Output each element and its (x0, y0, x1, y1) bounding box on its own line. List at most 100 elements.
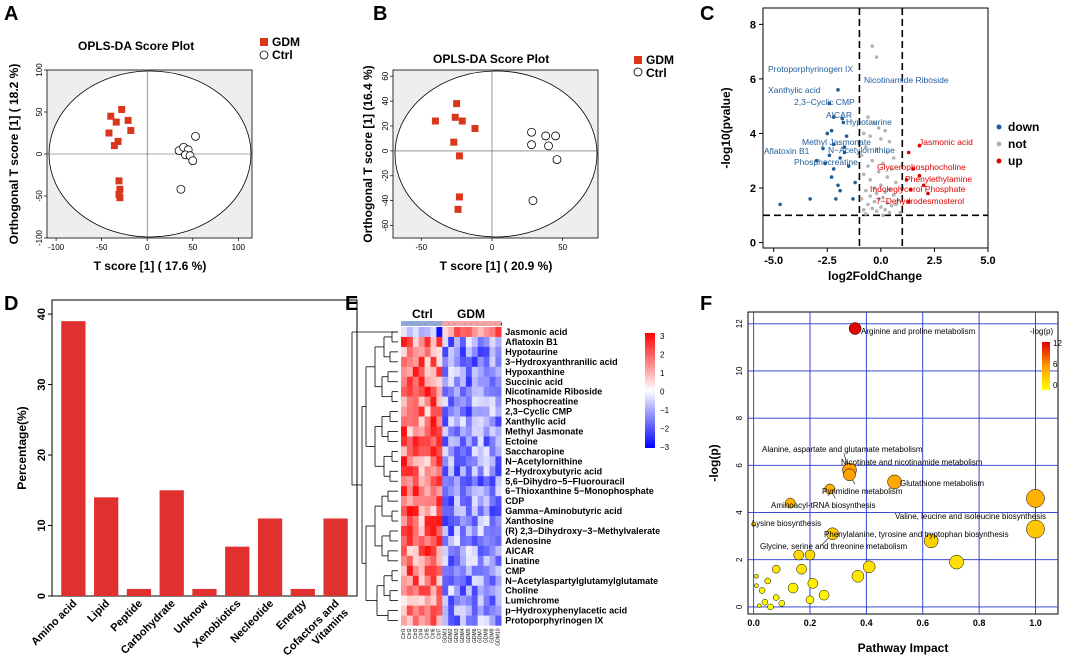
heatmap-cell (477, 516, 484, 527)
heatmap-cell (489, 446, 496, 457)
heatmap-cell (442, 396, 449, 407)
heatmap-cell (448, 605, 455, 616)
heatmap-cell (430, 506, 437, 517)
pathway-bubble (754, 574, 759, 579)
heatmap-cell (406, 555, 413, 566)
heatmap-column-label: Ctrl2 (407, 628, 413, 639)
heatmap-cell (460, 336, 467, 348)
y-tick-label: 60 (381, 71, 390, 80)
gdm-sample-point (124, 116, 132, 124)
heatmap-cell (454, 376, 461, 387)
heatmap-cell (460, 595, 467, 606)
heatmap-cell (448, 396, 455, 407)
not-metabolite-point (861, 131, 866, 136)
heatmap-column-label: GDM6 (472, 628, 478, 643)
panel-c-legend-up: up (1008, 154, 1023, 168)
heatmap-cell (436, 575, 443, 586)
heatmap-cell (436, 456, 443, 467)
heatmap-cell (448, 356, 455, 367)
heatmap-cell (436, 406, 443, 417)
heatmap-cell (442, 476, 449, 487)
heatmap-row-label: Jasmonic acid (505, 327, 567, 337)
down-metabolite-point (821, 146, 825, 151)
heatmap-cell (442, 595, 449, 606)
heatmap-cell (412, 526, 419, 537)
heatmap-cell (401, 426, 408, 437)
not-metabolite-point (891, 193, 896, 197)
heatmap-cell (448, 585, 455, 596)
heatmap-cell (442, 516, 449, 527)
heatmap-cell (401, 376, 408, 387)
y-tick-label: 4 (750, 128, 757, 140)
heatmap-cell (465, 595, 472, 606)
heatmap-cell (460, 526, 467, 537)
heatmap-cell (436, 327, 443, 338)
heatmap-cell (448, 386, 455, 397)
heatmap-cell (401, 366, 408, 377)
heatmap-cell (424, 555, 431, 566)
heatmap-cell (471, 615, 478, 626)
heatmap-cell (465, 565, 472, 576)
gdm-sample-point (450, 138, 458, 146)
not-metabolite-point (879, 183, 883, 188)
group-annotation-cell (465, 321, 472, 326)
heatmap-cell (436, 356, 443, 367)
heatmap-cell (448, 496, 455, 507)
heatmap-cell (406, 356, 413, 367)
heatmap-cell (495, 526, 502, 537)
heatmap-cell (401, 575, 408, 586)
heatmap-cell (418, 565, 425, 576)
heatmap-cell (418, 555, 425, 566)
heatmap-cell (495, 506, 502, 517)
heatmap-cell (495, 476, 502, 487)
heatmap-cell (424, 406, 431, 417)
heatmap-cell (406, 565, 413, 576)
heatmap-cell (430, 426, 437, 437)
heatmap-cell (460, 476, 467, 487)
panel-f-points (751, 322, 1045, 611)
y-tick-label: 40 (381, 96, 390, 105)
pathway-glutathione: Glutathione metabolism (900, 479, 984, 488)
not-metabolite-point (876, 126, 881, 130)
gdm-sample-point (455, 152, 463, 160)
heatmap-cell (495, 406, 502, 417)
down-metabolite-point (829, 175, 834, 179)
panel-c-annotations: Protoporphyrinogen IX Nicotinamide Ribos… (764, 64, 973, 206)
pathway-bubble (796, 563, 807, 575)
pathway-bubble (949, 554, 964, 570)
heatmap-cell (442, 526, 449, 537)
heatmap-column-label: GDM7 (478, 628, 484, 643)
heatmap-cell (483, 486, 490, 497)
heatmap-cell (424, 456, 431, 467)
heatmap-cell (483, 386, 490, 397)
heatmap-cell (460, 516, 467, 527)
heatmap-cell (460, 376, 467, 387)
y-tick-label: 20 (36, 449, 48, 461)
gdm-sample-point (116, 185, 124, 193)
not-metabolite-point (876, 197, 881, 201)
heatmap-cell (454, 356, 461, 367)
heatmap-cell (483, 516, 490, 527)
heatmap-row-label: CMP (505, 566, 525, 576)
heatmap-cell (495, 436, 502, 447)
heatmap-cell (412, 605, 419, 616)
heatmap-row-label: Lumichrome (505, 596, 559, 606)
x-tick-label: 0.6 (916, 618, 929, 628)
annotation-dehydrodesmosterol: 7−Dehydrodesmosterol (876, 196, 964, 206)
y-tick-label: 50 (35, 107, 44, 116)
pathway-bubble (751, 522, 756, 527)
y-tick-label: 2 (735, 557, 744, 562)
x-category-label: Amino acid (29, 598, 79, 648)
heatmap-cell (418, 595, 425, 606)
heatmap-cell (489, 575, 496, 586)
heatmap-cell (430, 436, 437, 447)
heatmap-cell (424, 396, 431, 407)
panel-d-ylabel: Percentage(%) (15, 406, 29, 489)
heatmap-cell (406, 486, 413, 497)
heatmap-cell (436, 585, 443, 596)
heatmap-cell (465, 526, 472, 537)
heatmap-cell (442, 456, 449, 467)
heatmap-cell (471, 575, 478, 586)
heatmap-cell (430, 486, 437, 497)
